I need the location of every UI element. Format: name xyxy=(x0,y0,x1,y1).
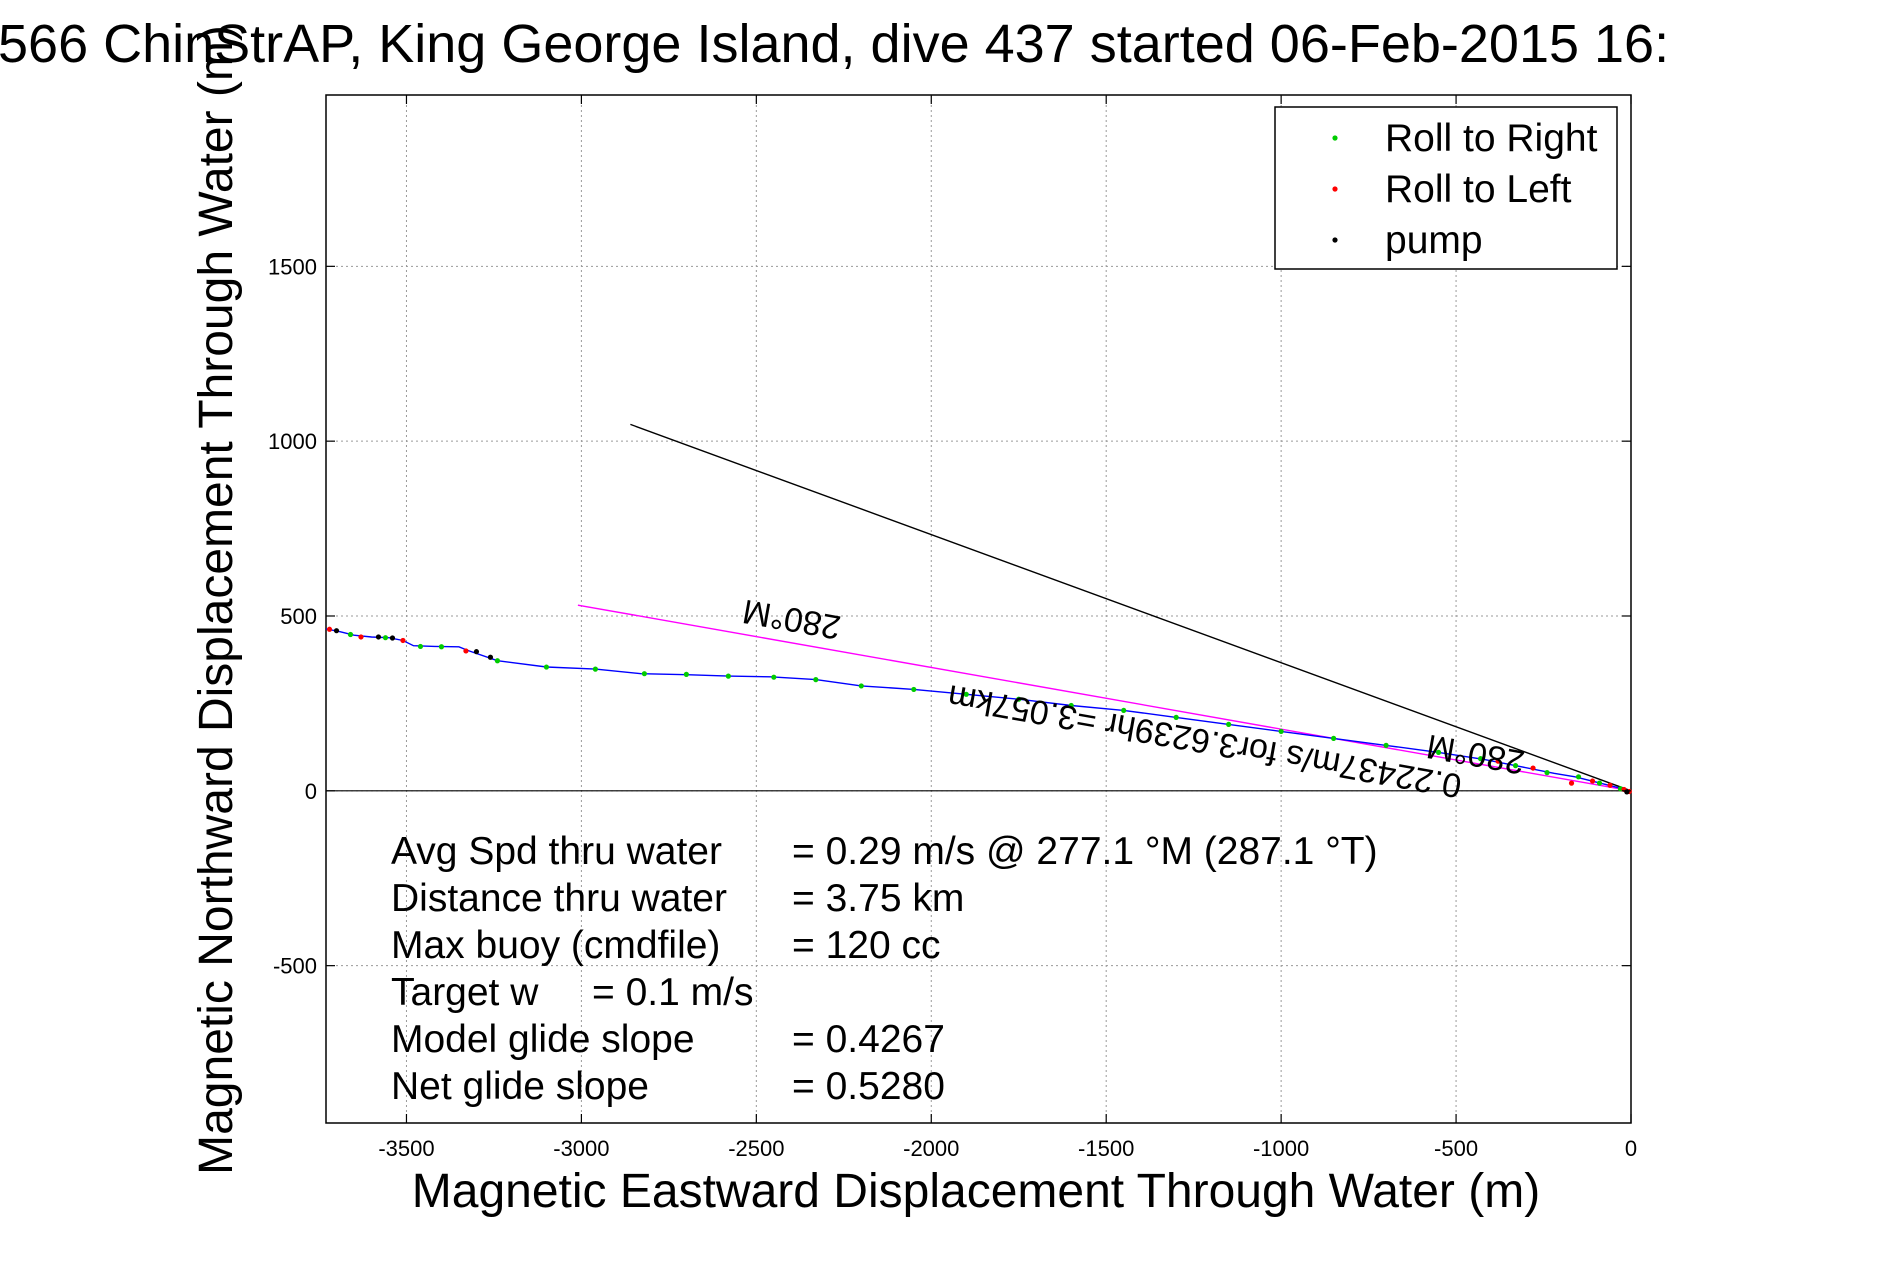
data-point xyxy=(1495,758,1501,764)
x-tick-label: 0 xyxy=(1625,1136,1637,1161)
data-point xyxy=(813,677,819,683)
data-point xyxy=(494,658,501,664)
data-points xyxy=(326,626,1632,795)
data-point xyxy=(725,673,731,679)
stat-value: = 0.29 m/s @ 277.1 °M (287.1 °T) xyxy=(792,830,1378,873)
legend-label: Roll to Right xyxy=(1385,117,1598,160)
y-tick-label: 1000 xyxy=(268,429,317,454)
data-point xyxy=(858,683,864,689)
data-point xyxy=(473,649,480,655)
stats-block: Avg Spd thru water = 0.29 m/s @ 277.1 °M … xyxy=(391,830,1378,1108)
data-point xyxy=(1477,756,1484,762)
data-point xyxy=(347,631,354,638)
y-tick-label: 0 xyxy=(305,779,317,804)
x-tick-label: -2000 xyxy=(903,1136,959,1161)
y-axis-ticks: -500 0 500 1000 1500 xyxy=(268,254,1631,979)
stat-value: = 3.75 km xyxy=(792,877,964,920)
data-point xyxy=(1589,778,1596,784)
legend-box xyxy=(1274,106,1618,270)
x-axis-ticks: -3500 -3000 -2500 -2000 -1500 -1000 -500 0 xyxy=(378,95,1637,1161)
stat-value: = 0.5280 xyxy=(792,1065,945,1108)
data-point xyxy=(1226,721,1232,727)
data-point xyxy=(1544,770,1550,776)
data-point xyxy=(592,666,598,672)
stat-label: Target w xyxy=(391,971,539,1014)
data-point xyxy=(1016,696,1022,702)
x-tick-label: -1000 xyxy=(1253,1136,1309,1161)
stat-label: Avg Spd thru water xyxy=(391,830,722,873)
data-point xyxy=(963,691,969,697)
y-tick-label: -500 xyxy=(273,954,317,979)
data-point xyxy=(417,643,424,650)
data-point xyxy=(1435,749,1442,755)
stat-value: = 0.4267 xyxy=(792,1018,945,1061)
stat-value: = 0.1 m/s xyxy=(592,971,753,1014)
data-point xyxy=(326,626,333,632)
data-point xyxy=(1568,780,1575,786)
data-point xyxy=(1173,714,1179,720)
data-point xyxy=(333,628,340,634)
data-point xyxy=(1068,702,1074,709)
legend: Roll to Right Roll to Left pump xyxy=(1274,106,1618,270)
x-tick-label: -3000 xyxy=(553,1136,609,1161)
x-tick-label: -500 xyxy=(1434,1136,1478,1161)
reference-line xyxy=(630,423,1632,792)
data-point xyxy=(358,634,364,640)
data-point xyxy=(463,648,469,654)
stat-label: Net glide slope xyxy=(391,1065,649,1108)
x-axis-label: Magnetic Eastward Displacement Through W… xyxy=(412,1165,1540,1218)
data-point xyxy=(683,671,689,677)
stat-label: Distance thru water xyxy=(391,877,727,920)
data-point xyxy=(438,644,445,650)
data-point xyxy=(487,654,494,660)
stat-label: Max buoy (cmdfile) xyxy=(391,924,720,967)
y-axis-label: Magnetic Northward Displacement Through … xyxy=(190,25,243,1175)
legend-label: Roll to Left xyxy=(1385,168,1572,211)
x-tick-label: -2500 xyxy=(728,1136,784,1161)
data-point xyxy=(1607,782,1613,788)
legend-marker xyxy=(1332,237,1338,243)
data-point xyxy=(641,671,647,677)
data-point xyxy=(389,635,396,641)
data-point xyxy=(911,686,917,693)
data-point xyxy=(1331,735,1337,741)
data-point xyxy=(543,664,550,670)
chart-title: 566 ChinStrAP, King George Island, dive … xyxy=(0,14,1669,74)
data-point xyxy=(1596,780,1603,786)
data-point xyxy=(1121,707,1127,714)
reference-line xyxy=(577,604,1632,792)
data-point xyxy=(1383,742,1389,748)
data-point xyxy=(1575,774,1582,780)
x-tick-label: -3500 xyxy=(378,1136,434,1161)
data-point xyxy=(400,637,406,644)
y-tick-label: 500 xyxy=(280,604,317,629)
x-tick-label: -1500 xyxy=(1078,1136,1134,1161)
reference-lines xyxy=(577,423,1632,792)
data-point xyxy=(1512,763,1519,769)
data-point xyxy=(1624,789,1630,795)
data-point xyxy=(1278,728,1284,734)
data-point xyxy=(375,634,382,640)
data-point xyxy=(382,635,389,641)
legend-marker xyxy=(1332,186,1338,192)
legend-marker xyxy=(1332,135,1338,141)
data-point xyxy=(771,674,777,680)
data-point xyxy=(1530,765,1536,771)
y-tick-label: 1500 xyxy=(268,254,317,279)
stat-label: Model glide slope xyxy=(391,1018,695,1061)
legend-label: pump xyxy=(1385,219,1483,262)
stat-value: = 120 cc xyxy=(792,924,941,967)
